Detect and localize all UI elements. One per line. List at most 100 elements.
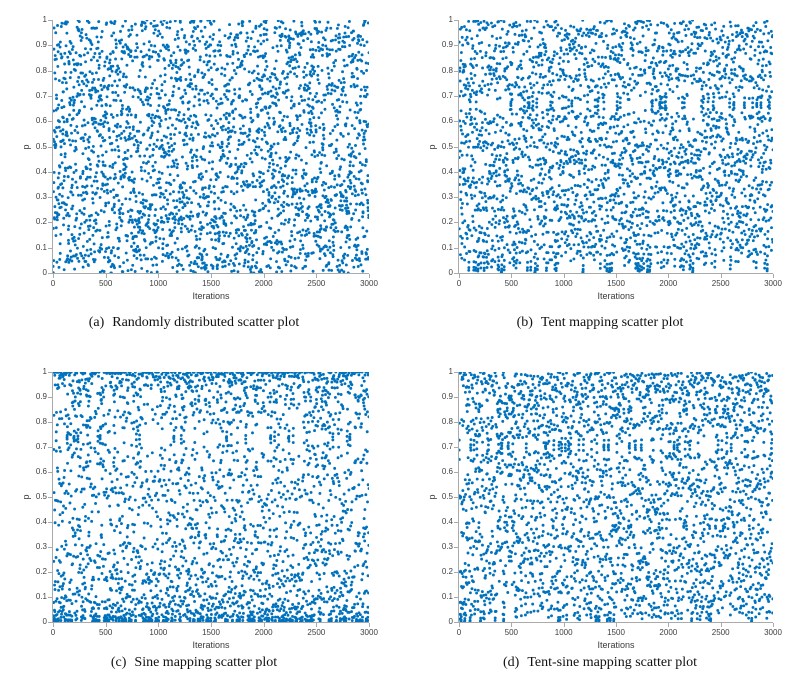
scatter-canvas-d [459,372,773,622]
y-tick-mark [454,547,458,548]
y-tick-mark [454,597,458,598]
y-tick-label: 0.5 [35,492,47,501]
x-tick-label: 2500 [307,279,326,288]
y-tick-label: 0.3 [441,542,453,551]
x-tick-mark [511,274,513,278]
y-tick-label: 0.8 [441,65,453,75]
x-tick-label: 1000 [149,628,168,637]
x-tick-label: 3000 [360,628,378,637]
x-tick-label: 2500 [711,279,730,288]
y-tick-mark [48,522,52,523]
y-tick-label: 0.4 [441,517,453,526]
x-tick-mark [105,623,107,627]
x-tick-mark [158,623,160,627]
y-tick-label: 0.3 [35,192,47,202]
subcaption-c-label: (c) [110,655,127,670]
subfigure-d: Iterations p 0 500 1000 1500 2000 2500 3000 0 0.… [414,364,786,700]
y-tick-label: 0.4 [441,166,453,176]
y-tick-mark [48,372,52,373]
y-tick-mark [48,472,52,473]
y-tick-label: 1 [42,367,47,376]
subcaption-a-text: Randomly distributed scatter plot [112,315,300,330]
subcaption-b-label: (b) [516,315,533,330]
x-tick-label: 1000 [149,279,168,288]
y-tick-mark [454,522,458,523]
y-tick-mark [454,247,458,249]
x-tick-label: 2500 [307,628,326,637]
x-tick-label: 0 [50,628,56,637]
x-tick-mark [53,623,54,627]
x-tick-mark [616,623,617,627]
y-tick-label: 0 [448,268,453,277]
y-axis-label: p [427,494,437,500]
y-tick-label: 0.1 [35,592,47,601]
subcaption-a: (a) Randomly distributed scatter plot [8,315,380,331]
y-tick-label: 0.6 [35,116,47,126]
y-axis-label: p [21,144,31,150]
y-tick-label: 1 [448,15,453,24]
y-tick-label: 0.2 [35,217,47,227]
x-tick-label: 2500 [711,628,730,637]
y-tick-mark [48,422,52,423]
x-tick-mark [459,623,460,627]
x-tick-label: 0 [50,279,56,288]
y-axis-label: p [427,144,437,150]
scatter-canvas-b [459,20,773,273]
y-tick-label: 0.6 [35,467,47,476]
x-tick-label: 2000 [254,628,273,637]
y-tick-label: 0.3 [35,542,47,551]
x-tick-mark [211,274,212,278]
y-tick-label: 0.8 [35,417,47,426]
x-axis-label: Iterations [597,291,635,301]
y-tick-label: 0.6 [441,116,453,126]
y-tick-label: 0.1 [35,242,47,252]
x-tick-mark [616,274,617,278]
x-tick-label: 2000 [659,628,678,637]
x-tick-label: 1000 [554,628,573,637]
subcaption-b-text: Tent mapping scatter plot [540,315,684,330]
subcaption-b: (b) Tent mapping scatter plot [414,315,786,331]
y-tick-mark [454,171,458,173]
subcaption-c-text: Sine mapping scatter plot [134,655,278,670]
y-tick-mark [48,222,52,224]
y-tick-mark [48,20,52,21]
x-tick-label: 500 [98,628,113,637]
x-tick-mark [263,623,265,627]
y-tick-label: 0.2 [441,217,453,227]
plot-area-a: Iterations p 0 500 1000 1500 2000 2500 3000 0 0.… [21,16,378,302]
x-tick-label: 3000 [764,279,782,288]
y-tick-mark [454,447,458,448]
y-tick-mark [48,70,52,72]
x-axis-label: Iterations [192,640,230,650]
scatter-canvas-a [53,20,369,273]
y-tick-mark [454,20,458,21]
y-tick-mark [454,572,458,573]
x-tick-label: 3000 [360,279,378,288]
y-tick-label: 0.5 [441,141,453,151]
x-tick-mark [316,274,318,278]
y-tick-mark [454,146,458,148]
x-tick-mark [53,274,54,278]
scatter-canvas-c [53,372,369,622]
y-tick-mark [48,622,52,623]
y-tick-mark [454,422,458,423]
y-tick-label: 0 [42,268,47,277]
x-tick-mark [369,274,370,278]
y-tick-label: 0.4 [35,517,47,526]
y-tick-mark [454,622,458,623]
x-tick-label: 0 [456,628,462,637]
x-tick-label: 2000 [254,279,273,288]
x-tick-mark [263,274,265,278]
y-tick-mark [454,222,458,224]
x-tick-mark [773,623,774,627]
subcaption-d: (d) Tent-sine mapping scatter plot [414,655,786,671]
y-tick-mark [454,397,458,398]
x-tick-mark [668,274,670,278]
y-tick-mark [48,273,52,274]
x-tick-label: 500 [504,279,519,288]
x-tick-label: 1500 [202,628,220,637]
x-tick-mark [158,274,160,278]
y-tick-mark [48,247,52,249]
y-tick-label: 0.7 [441,442,453,451]
